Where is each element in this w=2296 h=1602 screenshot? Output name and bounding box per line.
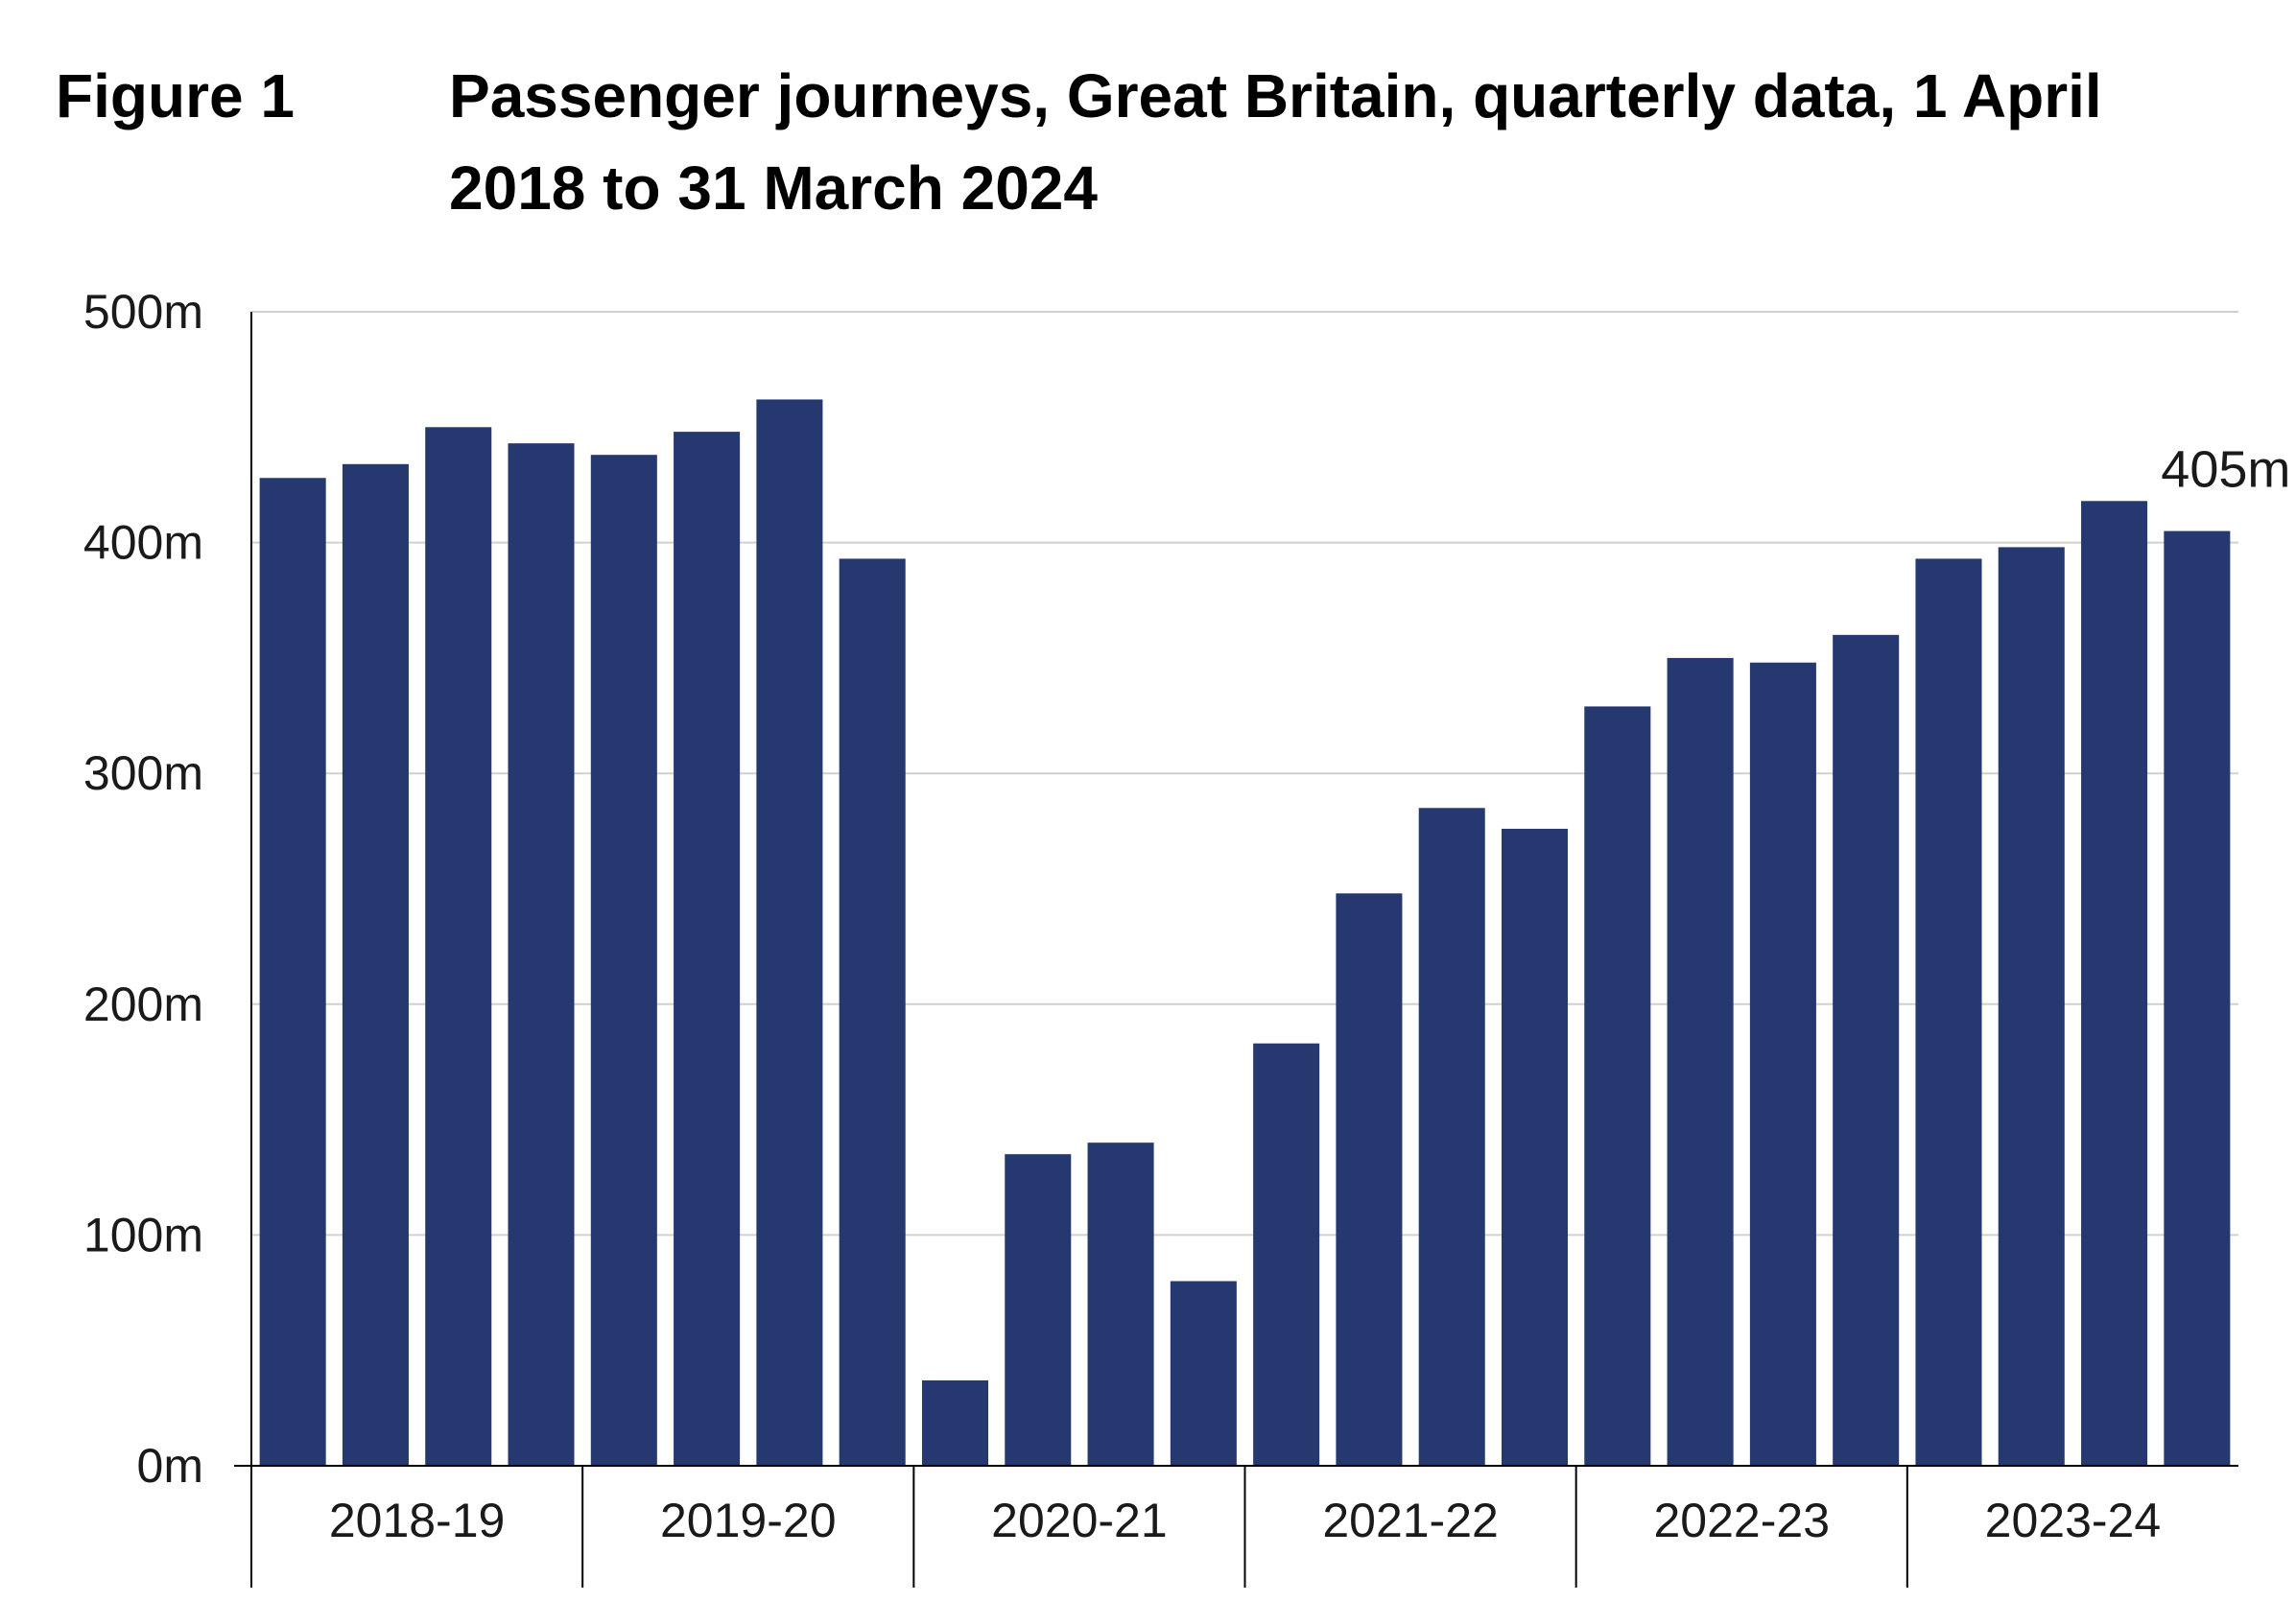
bar [1253, 1043, 1320, 1466]
bar [590, 455, 657, 1466]
y-tick-label: 200m [83, 978, 203, 1031]
bar [1170, 1281, 1237, 1466]
x-group-label: 2021-22 [1322, 1494, 1499, 1547]
bar [259, 478, 326, 1467]
figure-label: Figure 1 [56, 61, 295, 130]
x-group-label: 2019-20 [660, 1494, 837, 1547]
data-label: 405m [2161, 441, 2290, 499]
bar [1336, 893, 1403, 1466]
bar [1087, 1143, 1154, 1466]
bar [508, 443, 575, 1467]
bar [1833, 634, 1900, 1466]
x-group-label: 2020-21 [991, 1494, 1168, 1547]
y-tick-label: 100m [83, 1208, 203, 1261]
bar [1502, 828, 1569, 1466]
bar [1998, 547, 2065, 1466]
y-tick-label: 0m [137, 1439, 203, 1493]
bar [921, 1379, 988, 1466]
y-tick-label: 300m [83, 746, 203, 800]
bar [1418, 808, 1485, 1466]
y-tick-label: 400m [83, 516, 203, 570]
bar [1749, 662, 1816, 1466]
bar [756, 399, 823, 1467]
bar [425, 427, 492, 1466]
figure-header: Figure 1 Passenger journeys, Great Brita… [0, 0, 2296, 249]
y-tick-label: 500m [83, 285, 203, 339]
figure-title: Passenger journeys, Great Britain, quart… [449, 61, 2102, 223]
x-group-label: 2022-23 [1654, 1494, 1831, 1547]
bar [674, 432, 741, 1466]
bar [2164, 530, 2231, 1466]
gridlines [251, 311, 2238, 1237]
bar [1005, 1154, 1072, 1466]
x-group-label: 2018-19 [329, 1494, 506, 1547]
labels: 0m 100m 200m 300m 400m 500m 2018-19 2019-20 2020… [83, 285, 2290, 1547]
bar [1915, 558, 1982, 1466]
bar [1584, 706, 1651, 1466]
bar [839, 558, 906, 1466]
x-group-label: 2023-24 [1985, 1494, 2162, 1547]
bar [342, 463, 409, 1466]
bars [259, 399, 2231, 1467]
bar [2081, 501, 2148, 1466]
axes [234, 312, 2238, 1588]
bar [1667, 657, 1734, 1466]
